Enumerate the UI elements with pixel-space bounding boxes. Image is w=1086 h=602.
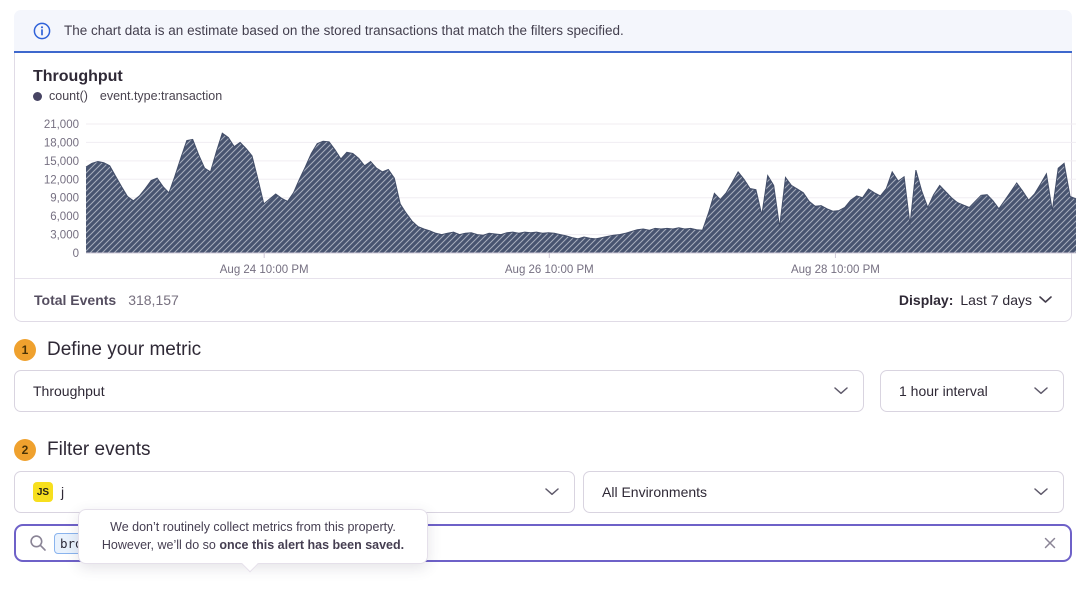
legend-series-label: count()	[49, 89, 88, 103]
chevron-down-icon	[1034, 488, 1048, 496]
chevron-down-icon	[1039, 296, 1052, 304]
display-range-dropdown[interactable]: Display: Last 7 days	[899, 292, 1052, 308]
chart-panel: Throughput count() event.type:transactio…	[14, 53, 1077, 322]
svg-text:9,000: 9,000	[50, 193, 79, 205]
total-events-label: Total Events	[34, 292, 117, 308]
chart-panel-body: Throughput count() event.type:transactio…	[15, 53, 1077, 278]
clear-search-icon[interactable]	[1043, 536, 1057, 550]
metric-controls-row: Throughput 1 hour interval	[14, 370, 1064, 412]
environment-select[interactable]: All Environments	[583, 471, 1064, 513]
project-select-value: j	[61, 484, 65, 500]
legend-query-label: event.type:transaction	[99, 89, 223, 103]
step-2-header: 2 Filter events	[14, 439, 1086, 461]
total-events-value: 318,157	[128, 292, 179, 308]
svg-text:Aug 24 10:00 PM: Aug 24 10:00 PM	[220, 264, 309, 276]
display-label: Display:	[898, 292, 954, 308]
svg-text:0: 0	[73, 248, 79, 260]
interval-select[interactable]: 1 hour interval	[880, 370, 1064, 412]
step-1-header: 1 Define your metric	[14, 339, 1086, 361]
svg-text:Aug 26 10:00 PM: Aug 26 10:00 PM	[505, 264, 594, 276]
throughput-chart: 0 3,000 6,000 9,000 12,000 15,000 18,000 21,000…	[44, 119, 1077, 276]
display-value: Last 7 days	[960, 292, 1032, 308]
info-banner: The chart data is an estimate based on t…	[14, 10, 1072, 53]
chart-legend: count() event.type:transaction	[33, 89, 1061, 103]
filter-controls-row: JS j All Environments	[14, 471, 1064, 513]
svg-text:21,000: 21,000	[44, 119, 79, 131]
step-1-title: Define your metric	[47, 339, 202, 360]
step-2-title: Filter events	[47, 439, 151, 460]
step-2-badge: 2	[14, 439, 36, 461]
step-1-badge: 1	[14, 339, 36, 361]
total-events: Total Events 318,157	[34, 292, 179, 308]
svg-text:12,000: 12,000	[44, 174, 79, 186]
svg-text:15,000: 15,000	[44, 156, 79, 168]
tooltip-line-2: However, we’ll do so once this alert has…	[101, 538, 405, 553]
project-select[interactable]: JS j	[14, 471, 575, 513]
svg-text:3,000: 3,000	[50, 230, 79, 242]
tooltip-caret	[241, 555, 259, 573]
svg-text:Aug 28 10:00 PM: Aug 28 10:00 PM	[791, 264, 880, 276]
search-icon	[29, 534, 47, 552]
banner-text: The chart data is an estimate based on t…	[64, 23, 624, 38]
svg-text:6,000: 6,000	[50, 211, 79, 223]
chart-panel-footer: Total Events 318,157 Display: Last 7 day…	[15, 278, 1071, 321]
property-tooltip: We don’t routinely collect metrics from …	[78, 509, 428, 573]
environment-select-value: All Environments	[602, 484, 708, 500]
javascript-platform-icon: JS	[33, 482, 53, 502]
interval-select-value: 1 hour interval	[899, 383, 988, 399]
svg-text:18,000: 18,000	[44, 137, 79, 149]
tooltip-line-1: We don’t routinely collect metrics from …	[110, 520, 396, 534]
chevron-down-icon	[1034, 387, 1048, 395]
chevron-down-icon	[545, 488, 559, 496]
metric-select[interactable]: Throughput	[14, 370, 864, 412]
metric-select-value: Throughput	[33, 383, 105, 399]
chart-title: Throughput	[33, 68, 123, 85]
legend-dot-icon	[33, 91, 42, 101]
info-icon	[33, 22, 51, 40]
chevron-down-icon	[834, 387, 848, 395]
project-select-content: JS j	[33, 482, 64, 502]
